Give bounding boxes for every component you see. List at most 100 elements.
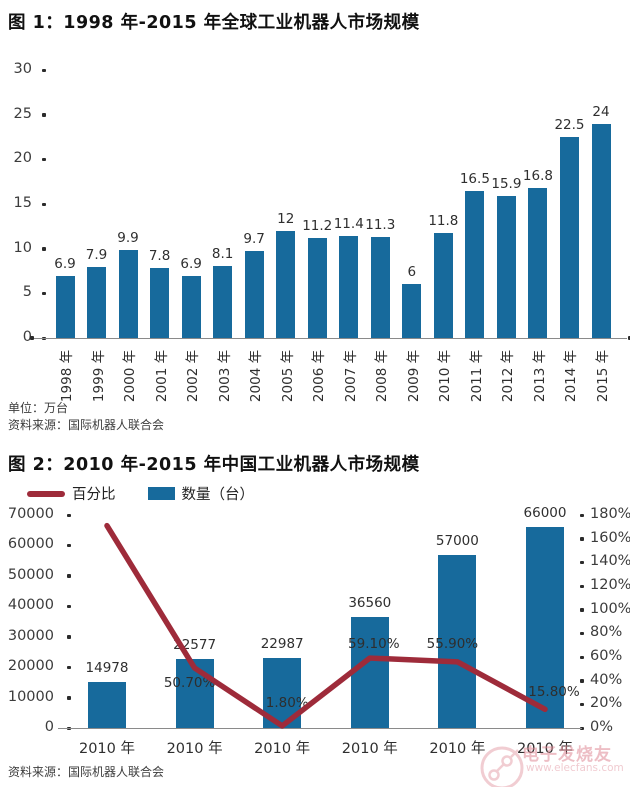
chart1-x-tick-label: 1998 年 bbox=[59, 349, 75, 403]
chart1-y-tick-label: 30 bbox=[13, 61, 32, 77]
chart2-right-tick-dot bbox=[580, 702, 584, 707]
chart2-x-axis bbox=[58, 727, 582, 729]
chart2-right-tick-dot bbox=[580, 631, 584, 636]
chart2-right-tick-label: 80% bbox=[590, 624, 623, 641]
percent-point-label: 15.80% bbox=[528, 684, 580, 701]
chart1-y-tick-label: 25 bbox=[13, 105, 32, 122]
watermark-brand: 电子发烧友 bbox=[522, 745, 612, 765]
chart2-right-tick-dot bbox=[580, 560, 584, 565]
chart1-bar bbox=[591, 123, 611, 338]
chart2-x-tick-label: 2010 年 bbox=[78, 741, 135, 757]
chart1-y-tick-dot bbox=[42, 202, 46, 206]
chart2-right-tick-dot bbox=[580, 655, 584, 659]
chart2-right-tick-dot bbox=[580, 537, 584, 541]
legend-bar-label: 数量（台） bbox=[181, 487, 255, 503]
chart1-bar-value-label: 11.4 bbox=[333, 216, 364, 233]
chart1-bar-value-label: 24 bbox=[592, 103, 610, 120]
chart2-bar-value-label: 36560 bbox=[348, 594, 392, 611]
chart2-left-tick-dot bbox=[67, 543, 71, 548]
chart2-right-tick-label: 60% bbox=[590, 648, 623, 664]
chart1-x-tick-label: 2005 年 bbox=[279, 349, 296, 403]
chart1-title: 图 1：1998 年-2015 年全球工业机器人市场规模 bbox=[8, 13, 420, 33]
chart2-left-tick-label: 40000 bbox=[7, 597, 54, 614]
chart2-right-tick-label: 40% bbox=[590, 671, 623, 688]
chart2-bar-value-label: 22577 bbox=[173, 637, 217, 654]
chart1-bar-value-label: 8.1 bbox=[211, 245, 234, 262]
chart1-y-tick-label: 5 bbox=[22, 284, 32, 301]
chart2-right-tick-dot bbox=[580, 513, 584, 517]
chart2-x-tick-label: 2010 年 bbox=[429, 741, 486, 757]
chart2-left-tick-label: 0 bbox=[44, 719, 54, 735]
legend-item-percent: 百分比 bbox=[27, 483, 116, 504]
chart2-x-tick-label: 2010 年 bbox=[166, 741, 223, 757]
chart1-bar bbox=[213, 265, 233, 338]
chart1-y-tick-dot bbox=[42, 68, 46, 72]
chart1-bar-value-label: 22.5 bbox=[554, 117, 585, 133]
chart1-bar-value-label: 7.8 bbox=[148, 248, 171, 265]
chart1-bar bbox=[339, 236, 359, 338]
chart1-y-tick-label: 10 bbox=[13, 239, 32, 256]
chart1-bar-value-label: 16.5 bbox=[459, 170, 490, 187]
chart2-left-tick-label: 70000 bbox=[7, 506, 54, 522]
chart1-x-tick-label: 2003 年 bbox=[216, 349, 233, 403]
chart2-left-tick-label: 50000 bbox=[7, 566, 54, 583]
chart2-bar-value-label: 14978 bbox=[85, 660, 129, 677]
chart2-left-tick-label: 30000 bbox=[7, 627, 54, 644]
percent-point-label: 59.10% bbox=[348, 636, 400, 653]
chart1-bar bbox=[433, 232, 453, 338]
elecfans-logo-icon bbox=[480, 746, 524, 787]
chart1-x-tick-label: 2007 年 bbox=[342, 349, 359, 403]
chart1-x-tick-label: 2008 年 bbox=[374, 349, 391, 403]
chart1-bar bbox=[244, 251, 264, 338]
chart1-bar-value-label: 9.9 bbox=[117, 229, 139, 246]
chart2-right-tick-label: 180% bbox=[590, 506, 630, 522]
chart1-x-tick-label: 2009 年 bbox=[405, 349, 422, 403]
chart1-y-tick-dot bbox=[42, 157, 46, 162]
chart2-bar bbox=[263, 658, 302, 728]
chart2-left-tick-dot bbox=[67, 696, 71, 700]
chart1-x-tick-label: 2006 年 bbox=[311, 349, 328, 403]
chart2-right-tick-label: 0% bbox=[590, 719, 614, 735]
percent-point-label: 55.90% bbox=[426, 635, 479, 652]
chart1-bar-value-label: 16.8 bbox=[522, 167, 553, 184]
chart1-y-tick-dot bbox=[42, 247, 46, 251]
chart2-right-tick-dot bbox=[580, 608, 584, 612]
chart1-x-tick-label: 2000 年 bbox=[122, 349, 139, 403]
chart2-right-tick-label: 120% bbox=[590, 577, 630, 593]
chart2-bar bbox=[175, 659, 214, 728]
chart2-left-tick-dot bbox=[67, 635, 71, 639]
chart2-right-tick-label: 160% bbox=[590, 529, 630, 546]
chart2-left-tick-dot bbox=[67, 513, 71, 517]
chart1-bar bbox=[87, 267, 107, 338]
chart2-x-tick-label: 2010 年 bbox=[341, 741, 398, 757]
legend-line-swatch-icon bbox=[27, 490, 65, 497]
percent-line bbox=[104, 522, 548, 729]
chart2-bar bbox=[350, 616, 389, 728]
chart1-bar-value-label: 7.9 bbox=[85, 247, 108, 264]
chart1-x-tick-label: 2004 年 bbox=[248, 349, 265, 403]
chart1-source-note: 资料来源：国际机器人联合会 bbox=[8, 418, 165, 432]
chart2-right-tick-label: 140% bbox=[590, 553, 630, 570]
chart2-bar-value-label: 66000 bbox=[523, 505, 567, 522]
chart1-bar bbox=[118, 249, 138, 338]
chart1-bar bbox=[150, 268, 170, 338]
chart2-left-tick-label: 60000 bbox=[7, 536, 54, 553]
chart1-x-tick-label: 1999 年 bbox=[90, 349, 107, 403]
chart1-bar-value-label: 11.3 bbox=[365, 217, 396, 234]
chart1-bar-value-label: 12 bbox=[277, 210, 295, 227]
chart2-source-note: 资料来源：国际机器人联合会 bbox=[8, 765, 165, 779]
chart2-right-tick-dot bbox=[580, 584, 584, 588]
chart2-right-tick-dot bbox=[580, 679, 584, 683]
chart2-bar-value-label: 22987 bbox=[260, 636, 304, 653]
chart1-bar bbox=[559, 137, 579, 338]
chart1-bar bbox=[402, 284, 422, 338]
chart1-x-tick-label: 2011 年 bbox=[468, 349, 485, 403]
legend-item-quantity: 数量（台） bbox=[147, 483, 255, 504]
chart1-bar bbox=[370, 237, 390, 338]
chart1-x-tick-label: 2015 年 bbox=[595, 349, 611, 403]
chart2-x-tick-label: 2010 年 bbox=[254, 741, 311, 757]
chart2-left-tick-label: 10000 bbox=[7, 688, 54, 705]
chart1-x-tick-label: 2014 年 bbox=[563, 349, 580, 403]
chart1-bar-value-label: 6.9 bbox=[54, 256, 76, 273]
chart2-right-tick-label: 20% bbox=[590, 695, 623, 712]
